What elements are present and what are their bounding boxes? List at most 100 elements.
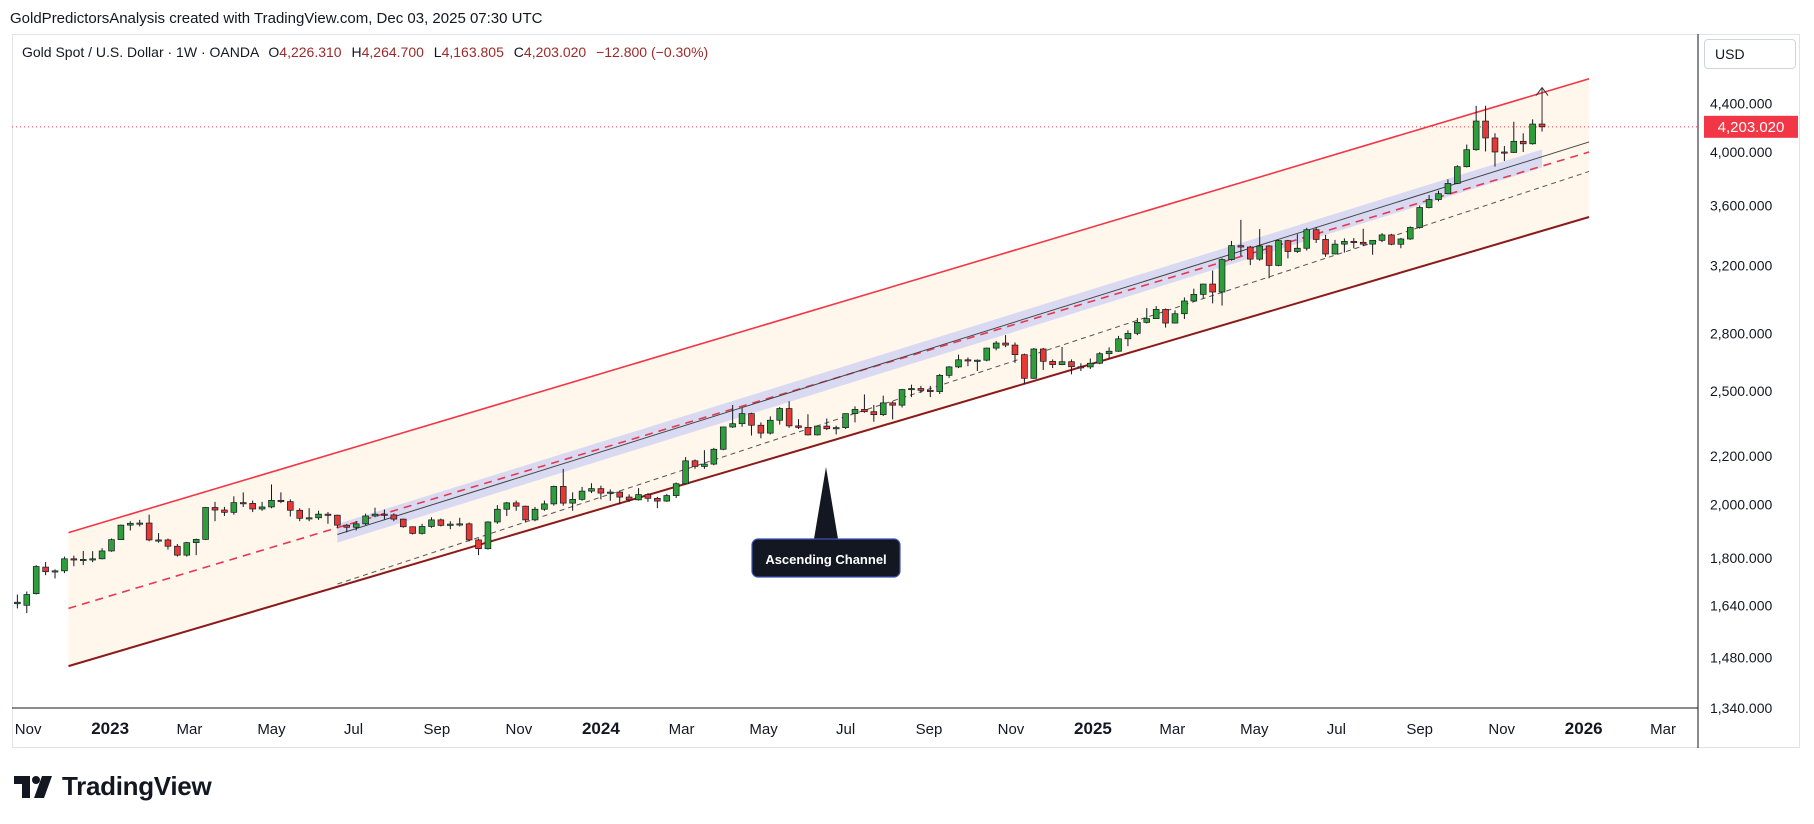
candle-body (1124, 332, 1132, 340)
candle (795, 419, 802, 429)
candle (1322, 234, 1329, 257)
candle (155, 533, 162, 543)
candle-body (616, 491, 623, 498)
candle-body (1416, 207, 1423, 228)
candle (550, 485, 558, 506)
change-value: −12.800 (−0.30%) (596, 44, 709, 60)
candle-body (1454, 166, 1461, 184)
candle (42, 561, 49, 576)
y-tick-label: 3,200.000 (1710, 257, 1772, 273)
candle-body (1388, 234, 1395, 245)
candle (992, 341, 1000, 351)
y-tick-label: 3,600.000 (1710, 198, 1772, 214)
candle (898, 388, 906, 408)
candle (879, 395, 887, 416)
candle (1199, 283, 1207, 299)
candle-body (927, 389, 934, 392)
candle (1501, 146, 1508, 161)
candle-body (334, 514, 341, 526)
candle-body (1322, 239, 1329, 255)
currency-button[interactable]: USD (1704, 39, 1796, 69)
y-tick-label: 2,500.000 (1710, 383, 1772, 399)
candle-body (776, 408, 783, 421)
candle-body (607, 491, 614, 494)
candle (512, 500, 520, 511)
candle (1529, 119, 1536, 145)
candle-body (917, 388, 925, 391)
candle-body (79, 559, 87, 561)
candle-body (174, 545, 181, 556)
candle (456, 517, 463, 527)
tradingview-brand[interactable]: TradingView (14, 771, 212, 802)
candle (484, 521, 492, 550)
candle-body (1538, 123, 1546, 128)
candle-body (1162, 309, 1169, 324)
x-tick-label: Sep (424, 721, 451, 738)
candle-body (268, 499, 275, 508)
candle-body (503, 502, 511, 510)
candle-body (851, 409, 859, 414)
candle-body (1087, 362, 1094, 368)
y-tick-label: 4,400.000 (1710, 96, 1772, 112)
candle-body (1350, 241, 1358, 243)
candle-body (785, 408, 793, 427)
candle-body (362, 515, 369, 525)
candle-body (1199, 283, 1207, 295)
candle-body (1463, 149, 1471, 168)
candle (1030, 348, 1038, 379)
candle-body (1510, 140, 1518, 153)
candle (51, 569, 59, 579)
candle (1350, 238, 1358, 249)
candle (1077, 363, 1085, 372)
x-tick-label: May (257, 721, 286, 738)
candle (268, 484, 275, 509)
high-label: H (351, 44, 362, 60)
candle-body (1294, 247, 1301, 252)
candle (607, 489, 614, 501)
y-tick-label: 2,200.000 (1710, 448, 1772, 464)
candle (1312, 227, 1320, 243)
candle (1209, 270, 1216, 304)
candle (927, 385, 934, 398)
candle-body (682, 460, 689, 485)
candle-body (23, 594, 31, 606)
x-tick-label: May (1240, 721, 1269, 738)
candle (221, 506, 228, 516)
candle-body (823, 425, 831, 430)
candle (164, 538, 172, 550)
candle-body (230, 502, 238, 513)
candle-body (1011, 344, 1019, 355)
x-tick-label: Nov (506, 721, 533, 738)
candle (1247, 245, 1254, 266)
symbol-label[interactable]: Gold Spot / U.S. Dollar · 1W · OANDA (22, 44, 259, 60)
annotation-label: Ascending Channel (765, 552, 886, 567)
candle-body (1303, 229, 1311, 249)
candle (823, 418, 831, 431)
candle (635, 488, 642, 501)
candle-body (1134, 322, 1141, 334)
channel-upper-line (68, 77, 1590, 534)
candle-body (352, 523, 360, 528)
candle-body (127, 522, 134, 526)
x-tick-label: Jul (1327, 721, 1346, 738)
candle (418, 523, 426, 535)
candle (1331, 239, 1339, 255)
candle-body (1105, 350, 1113, 355)
candle (23, 591, 31, 614)
candle-body (701, 463, 708, 467)
candle (1134, 318, 1141, 336)
candle-body (1435, 193, 1442, 200)
candle (804, 414, 812, 436)
candle-body (42, 566, 49, 573)
candle-body (1096, 353, 1103, 364)
candle-body (343, 524, 351, 528)
candle (1049, 359, 1056, 369)
candle (710, 447, 718, 466)
candle (409, 526, 416, 535)
x-tick-label: Mar (1650, 721, 1676, 738)
x-tick-label: Sep (1406, 721, 1433, 738)
candle-body (465, 523, 473, 541)
x-tick-label: Jul (344, 721, 363, 738)
y-tick-label: 1,640.000 (1710, 597, 1772, 613)
